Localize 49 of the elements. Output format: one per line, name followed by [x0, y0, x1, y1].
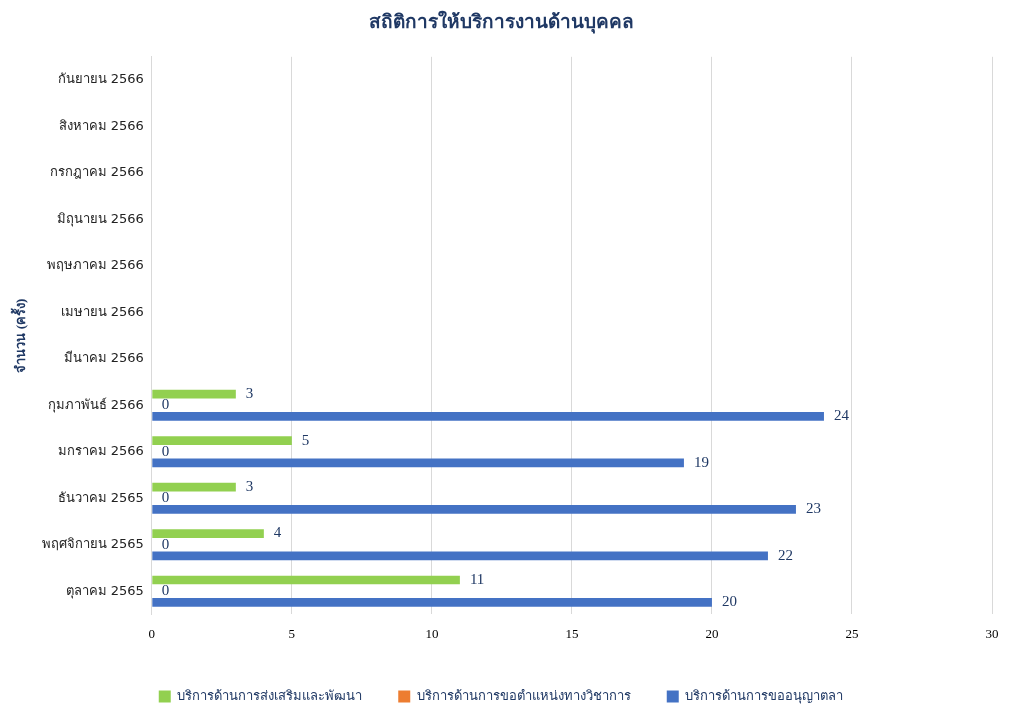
legend-label: บริการด้านการขออนุญาตลา — [685, 687, 844, 704]
data-label: 0 — [161, 396, 170, 413]
x-tick-label: 30 — [985, 625, 999, 641]
legend-label: บริการด้านการส่งเสริมและพัฒนา — [177, 687, 363, 703]
data-label: 4 — [273, 524, 282, 541]
y-axis-title: จำนวน (ครั้ง) — [10, 298, 29, 373]
y-tick-label: พฤษภาคม 2566 — [46, 257, 144, 273]
data-label: 0 — [161, 442, 170, 459]
y-tick-label: มกราคม 2566 — [57, 443, 144, 459]
data-label: 0 — [161, 582, 170, 599]
y-tick-label: มีนาคม 2566 — [63, 350, 144, 366]
x-tick-label: 20 — [705, 625, 719, 641]
bar — [152, 575, 460, 585]
data-label: 11 — [469, 570, 485, 587]
data-label: 24 — [833, 407, 850, 424]
bar — [152, 436, 292, 445]
legend-label: บริการด้านการขอตำแหน่งทางวิชาการ — [416, 687, 631, 703]
data-label: 0 — [161, 489, 170, 506]
bar — [152, 597, 712, 607]
y-tick-label: สิงหาคม 2566 — [58, 117, 144, 133]
data-label: 22 — [777, 546, 793, 563]
bar — [152, 412, 824, 421]
y-tick-label: มิถุนายน 2566 — [56, 210, 144, 227]
bar — [152, 458, 684, 468]
bar — [152, 389, 236, 399]
bar — [152, 551, 768, 561]
data-label: 0 — [161, 535, 170, 552]
y-tick-label: กุมภาพันธ์ 2566 — [47, 396, 144, 413]
y-tick-label: ตุลาคม 2565 — [65, 582, 144, 599]
data-label: 5 — [301, 431, 310, 448]
y-tick-label: พฤศจิกายน 2565 — [41, 536, 144, 552]
y-tick-label: เมษายน 2566 — [60, 303, 144, 319]
bar — [152, 529, 264, 538]
x-tick-label: 10 — [425, 625, 439, 641]
y-tick-label: ธันวาคม 2565 — [57, 489, 144, 505]
chart-title: สถิติการให้บริการงานด้านบุคคล — [368, 10, 634, 35]
y-tick-label: กันยายน 2566 — [57, 71, 144, 87]
y-tick-label: กรกฎาคม 2566 — [49, 164, 144, 180]
bar — [152, 505, 796, 514]
data-label: 3 — [245, 478, 254, 495]
x-tick-label: 15 — [565, 625, 579, 641]
data-label: 3 — [245, 385, 254, 402]
data-label: 20 — [721, 593, 737, 610]
bar — [152, 482, 236, 492]
data-label: 19 — [693, 453, 709, 470]
data-label: 23 — [805, 500, 821, 517]
x-tick-label: 0 — [148, 625, 156, 641]
x-tick-label: 5 — [288, 625, 296, 641]
x-tick-label: 25 — [845, 625, 859, 641]
